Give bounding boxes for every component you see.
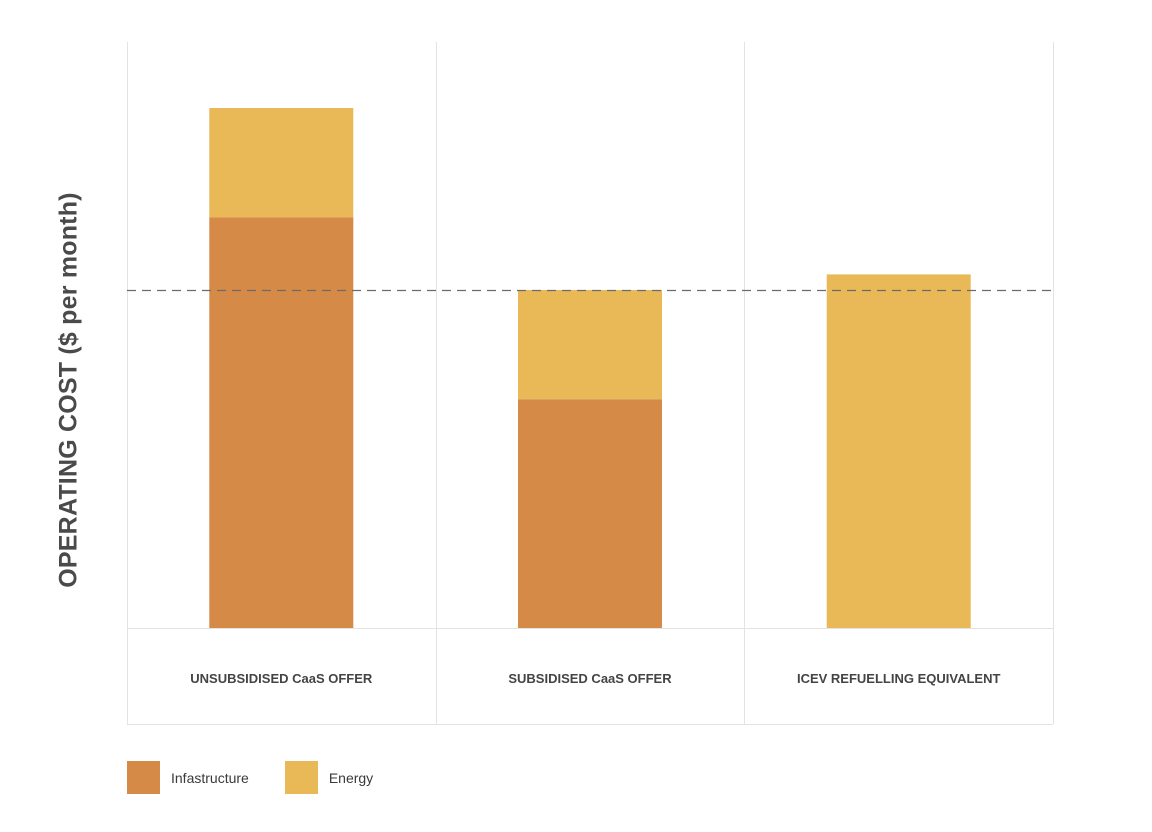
category-labels: UNSUBSIDISED CaaS OFFER SUBSIDISED CaaS O… (190, 671, 1000, 686)
category-label-1: UNSUBSIDISED CaaS OFFER (190, 671, 373, 686)
category-label-2: SUBSIDISED CaaS OFFER (508, 671, 672, 686)
bar-infastructure-1 (209, 217, 354, 628)
legend-item-infrastructure: Infastructure (127, 761, 249, 794)
legend-item-energy: Energy (284, 761, 374, 794)
y-axis-label: OPERATING COST ($ per month) (54, 192, 83, 588)
bars (209, 108, 971, 628)
legend-swatch-energy (284, 761, 318, 794)
category-label-3: ICEV REFUELLING EQUIVALENT (797, 671, 1000, 686)
legend-label-energy: Energy (328, 769, 374, 786)
bar-energy-1 (209, 108, 354, 218)
legend: Infastructure Energy (127, 761, 409, 794)
bar-infastructure-2 (518, 399, 662, 628)
legend-label-infrastructure: Infastructure (171, 769, 249, 786)
bar-energy-3 (826, 274, 971, 628)
chart-frame (127, 42, 1054, 725)
bar-energy-2 (518, 290, 662, 400)
legend-swatch-infrastructure (127, 761, 160, 794)
